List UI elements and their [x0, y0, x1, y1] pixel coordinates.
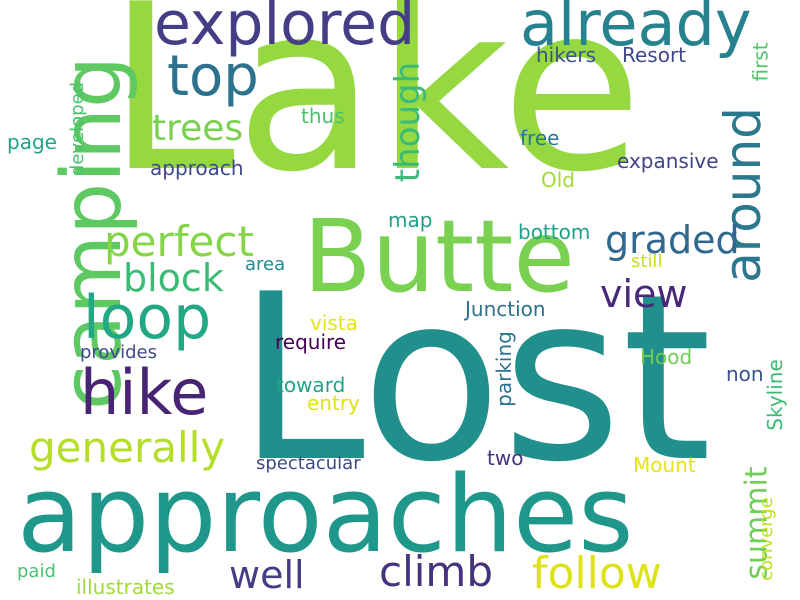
word-resort: Resort	[622, 43, 687, 67]
word-top: top	[167, 44, 259, 109]
word-explored: explored	[154, 0, 416, 59]
word-thus: thus	[301, 104, 345, 128]
word-provides: provides	[80, 342, 157, 363]
word-view: view	[600, 272, 688, 316]
word-though: though	[388, 61, 429, 183]
word-illustrates: illustrates	[76, 575, 175, 599]
word-toward: toward	[276, 373, 346, 397]
word-require: require	[275, 330, 347, 354]
word-trees: trees	[152, 108, 244, 149]
word-follow: follow	[532, 548, 662, 599]
word-butte: Butte	[303, 198, 575, 315]
word-hikers: hikers	[536, 43, 597, 67]
word-old: Old	[541, 168, 575, 192]
word-approaches: approaches	[17, 453, 634, 576]
word-well: well	[229, 553, 305, 597]
word-entry: entry	[307, 391, 360, 415]
word-area: area	[245, 254, 286, 275]
word-graded: graded	[605, 218, 740, 262]
word-first: first	[748, 42, 773, 82]
word-free: free	[520, 126, 560, 150]
word-converge: converge	[755, 497, 777, 581]
word-hike: hike	[80, 356, 209, 429]
word-mount: Mount	[633, 453, 696, 477]
word-spectacular: spectacular	[256, 453, 361, 474]
word-generally: generally	[29, 423, 226, 472]
word-developed: developed	[67, 81, 89, 177]
word-two: two	[487, 446, 524, 470]
word-parking: parking	[491, 331, 516, 407]
word-skyline: Skyline	[762, 359, 787, 431]
word-paid: paid	[17, 561, 56, 582]
word-approach: approach	[150, 156, 244, 180]
word-bottom: bottom	[518, 220, 591, 244]
word-lost: Lost	[237, 246, 712, 513]
word-perfect: perfect	[104, 217, 254, 266]
word-loop: loop	[83, 283, 212, 353]
word-expansive: expansive	[617, 149, 719, 173]
word-still: still	[631, 251, 663, 272]
word-non: non	[726, 362, 764, 386]
word-lake: Lake	[107, 0, 643, 223]
word-map: map	[388, 208, 433, 232]
word-block: block	[123, 256, 224, 300]
word-climb: climb	[379, 547, 494, 596]
word-already: already	[520, 0, 752, 60]
word-page: page	[7, 130, 57, 154]
word-junction: Junction	[465, 297, 546, 321]
word-vista: vista	[310, 311, 358, 335]
word-hood: Hood	[640, 345, 693, 369]
